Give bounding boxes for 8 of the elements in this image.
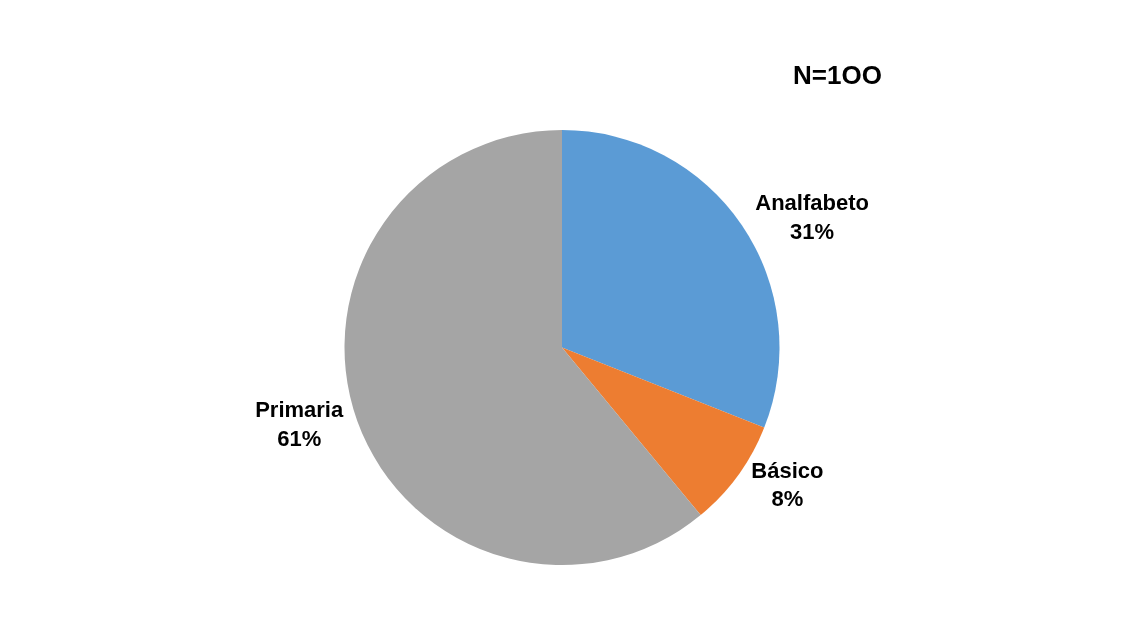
data-label: 61% [277,426,322,452]
text: N=1OO [793,60,882,90]
data-label: 8% [771,486,804,512]
slice-label: Primaria [255,397,344,423]
slice-label: Básico [751,457,824,483]
data-label: 31% [790,218,835,244]
pie-slice [344,130,701,565]
slice-label: Analfabeto [755,189,869,215]
